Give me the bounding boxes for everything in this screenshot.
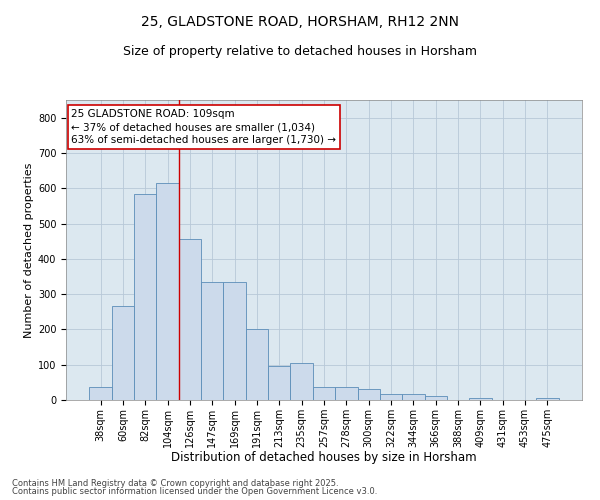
Bar [313,386,335,400]
Text: 25, GLADSTONE ROAD, HORSHAM, RH12 2NN: 25, GLADSTONE ROAD, HORSHAM, RH12 2NN [141,15,459,29]
Bar [268,366,290,400]
Bar [402,394,425,400]
Bar [112,306,134,400]
Text: 25 GLADSTONE ROAD: 109sqm
← 37% of detached houses are smaller (1,034)
63% of se: 25 GLADSTONE ROAD: 109sqm ← 37% of detac… [71,109,336,146]
Text: Size of property relative to detached houses in Horsham: Size of property relative to detached ho… [123,45,477,58]
Bar [335,386,358,400]
Bar [157,183,179,400]
Bar [536,398,559,400]
Bar [425,396,447,400]
Bar [89,387,112,400]
Text: Contains public sector information licensed under the Open Government Licence v3: Contains public sector information licen… [12,487,377,496]
Text: Contains HM Land Registry data © Crown copyright and database right 2025.: Contains HM Land Registry data © Crown c… [12,478,338,488]
Bar [246,330,268,400]
X-axis label: Distribution of detached houses by size in Horsham: Distribution of detached houses by size … [171,452,477,464]
Bar [358,388,380,400]
Bar [469,398,491,400]
Bar [290,363,313,400]
Y-axis label: Number of detached properties: Number of detached properties [23,162,34,338]
Bar [201,282,223,400]
Bar [223,282,246,400]
Bar [134,194,157,400]
Bar [380,394,402,400]
Bar [179,240,201,400]
